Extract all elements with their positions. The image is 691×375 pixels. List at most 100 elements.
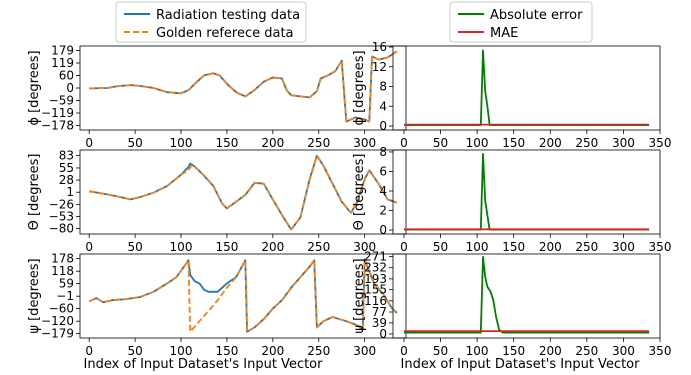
y-tick-label: 8: [379, 145, 387, 159]
y-tick-label: −59: [49, 93, 74, 107]
y-tick-label: 55: [59, 161, 74, 175]
y-tick-label: 178: [51, 252, 74, 266]
subplot-1: 0 50 100 150 200 250 300179119600−59−119−178ϕ …: [27, 43, 407, 150]
y-tick-label: −179: [41, 327, 74, 341]
x-tick-label: 0: [85, 344, 93, 358]
x-tick-label: 250: [307, 240, 330, 254]
legend-right-frame: [449, 1, 593, 43]
x-tick-label: 300: [353, 240, 376, 254]
y-axis-label-4: ϕ [degrees]: [352, 50, 367, 125]
y-tick-label: −53: [49, 209, 74, 223]
x-tick-label: 0: [85, 240, 93, 254]
subplot-6: 0 50 100 150 200 250 300 3500397711615519323227…: [352, 250, 671, 358]
series-line-6-1: [404, 255, 649, 334]
series-line-5-1: [404, 153, 649, 231]
y-tick-label: 1: [66, 185, 74, 199]
x-tick-label: 100: [466, 344, 489, 358]
x-tick-label: 150: [502, 240, 525, 254]
x-tick-label: 200: [261, 344, 284, 358]
x-tick-label: 50: [127, 344, 142, 358]
x-tick-label: 150: [215, 344, 238, 358]
x-tick-label: 250: [307, 136, 330, 150]
y-tick-label: −119: [41, 106, 74, 120]
y-tick-label: 4: [379, 184, 387, 198]
x-tick-label: 0: [85, 136, 93, 150]
x-tick-label: 50: [433, 136, 448, 150]
y-tick-label: 4: [379, 99, 387, 113]
legend-left-frame: [115, 1, 307, 43]
x-tick-label: 100: [170, 344, 193, 358]
x-tick-label: 250: [575, 136, 598, 150]
y-tick-label: 155: [364, 283, 387, 297]
series-line-3-2: [88, 258, 398, 333]
series-line-2-1: [89, 154, 398, 231]
legend-radiation-label: Radiation testing data: [156, 8, 300, 23]
x-tick-label: 0: [400, 344, 408, 358]
x-axis-label-right: Index of Input Dataset's Input Vector: [401, 357, 641, 372]
x-tick-label: 150: [215, 240, 238, 254]
y-tick-label: −80: [49, 222, 74, 236]
legend-right: Absolute error MAE: [449, 1, 593, 43]
x-tick-label: 250: [575, 240, 598, 254]
series-line-1-2: [89, 50, 398, 123]
x-tick-label: 350: [649, 344, 672, 358]
subplot-5: 0 50 100 150 200 250 300 350 0 2 4 6 8 Θ [degrees]: [352, 145, 671, 254]
legend-mae-label: MAE: [490, 26, 518, 41]
y-tick-label: −120: [41, 314, 74, 328]
y-tick-label: 2: [379, 204, 387, 218]
y-tick-label: 0: [66, 81, 74, 95]
x-tick-label: 200: [539, 344, 562, 358]
y-tick-label: −178: [41, 118, 74, 132]
subplot-3: 0 50 100 150 200 250 30017811859−1−60−120−179ψ…: [27, 252, 407, 358]
x-tick-label: 0: [400, 240, 408, 254]
x-tick-label: 100: [170, 240, 193, 254]
x-tick-label: 100: [466, 240, 489, 254]
y-tick-label: −1: [56, 289, 74, 303]
y-tick-label: 193: [364, 272, 387, 286]
y-tick-label: 0: [379, 119, 387, 133]
x-tick-label: 300: [612, 136, 635, 150]
y-axis-label-2: Θ [degrees]: [27, 154, 42, 231]
x-tick-label: 50: [433, 240, 448, 254]
y-tick-label: 119: [51, 56, 74, 70]
y-tick-label: 0: [379, 327, 387, 341]
series-line-4-1: [404, 49, 649, 126]
axes-frame-6: [392, 253, 661, 339]
axes-frame-4: [392, 45, 661, 131]
series-line-1-1: [89, 50, 398, 123]
y-tick-label: 6: [379, 164, 387, 178]
y-tick-label: 28: [59, 173, 74, 187]
x-tick-label: 250: [307, 344, 330, 358]
x-tick-label: 300: [353, 136, 376, 150]
y-axis-label-5: Θ [degrees]: [352, 154, 367, 231]
subplot-4: 0 50 100 150 200 250 300 350 0 4 8 12 16 ϕ [degrees]: [352, 40, 671, 150]
x-tick-label: 150: [215, 136, 238, 150]
x-tick-label: 50: [127, 136, 142, 150]
y-tick-label: 77: [372, 305, 387, 319]
y-tick-label: 12: [372, 60, 387, 74]
y-tick-label: 0: [379, 223, 387, 237]
y-axis-label-6: ψ [degrees]: [352, 258, 367, 333]
x-tick-label: 200: [539, 136, 562, 150]
y-axis-label-3: ψ [degrees]: [27, 258, 42, 333]
series-line-2-2: [89, 154, 398, 231]
x-tick-label: 200: [261, 136, 284, 150]
x-tick-label: 0: [400, 136, 408, 150]
x-axis-label-left: Index of Input Dataset's Input Vector: [84, 357, 324, 372]
series-line-3-1: [88, 258, 398, 333]
x-tick-label: 100: [170, 136, 193, 150]
x-tick-label: 150: [502, 136, 525, 150]
legend-abs-error-label: Absolute error: [490, 8, 583, 23]
y-tick-label: 179: [51, 43, 74, 57]
y-tick-label: 271: [364, 250, 387, 264]
x-tick-label: 300: [612, 240, 635, 254]
y-tick-label: 8: [379, 80, 387, 94]
y-axis-label-1: ϕ [degrees]: [27, 50, 42, 125]
subplot-panels: 0 50 100 150 200 250 300179119600−59−119−178ϕ …: [27, 40, 671, 358]
x-tick-label: 300: [612, 344, 635, 358]
y-tick-label: 59: [59, 277, 74, 291]
y-tick-label: 232: [364, 261, 387, 275]
y-tick-label: −26: [49, 197, 74, 211]
